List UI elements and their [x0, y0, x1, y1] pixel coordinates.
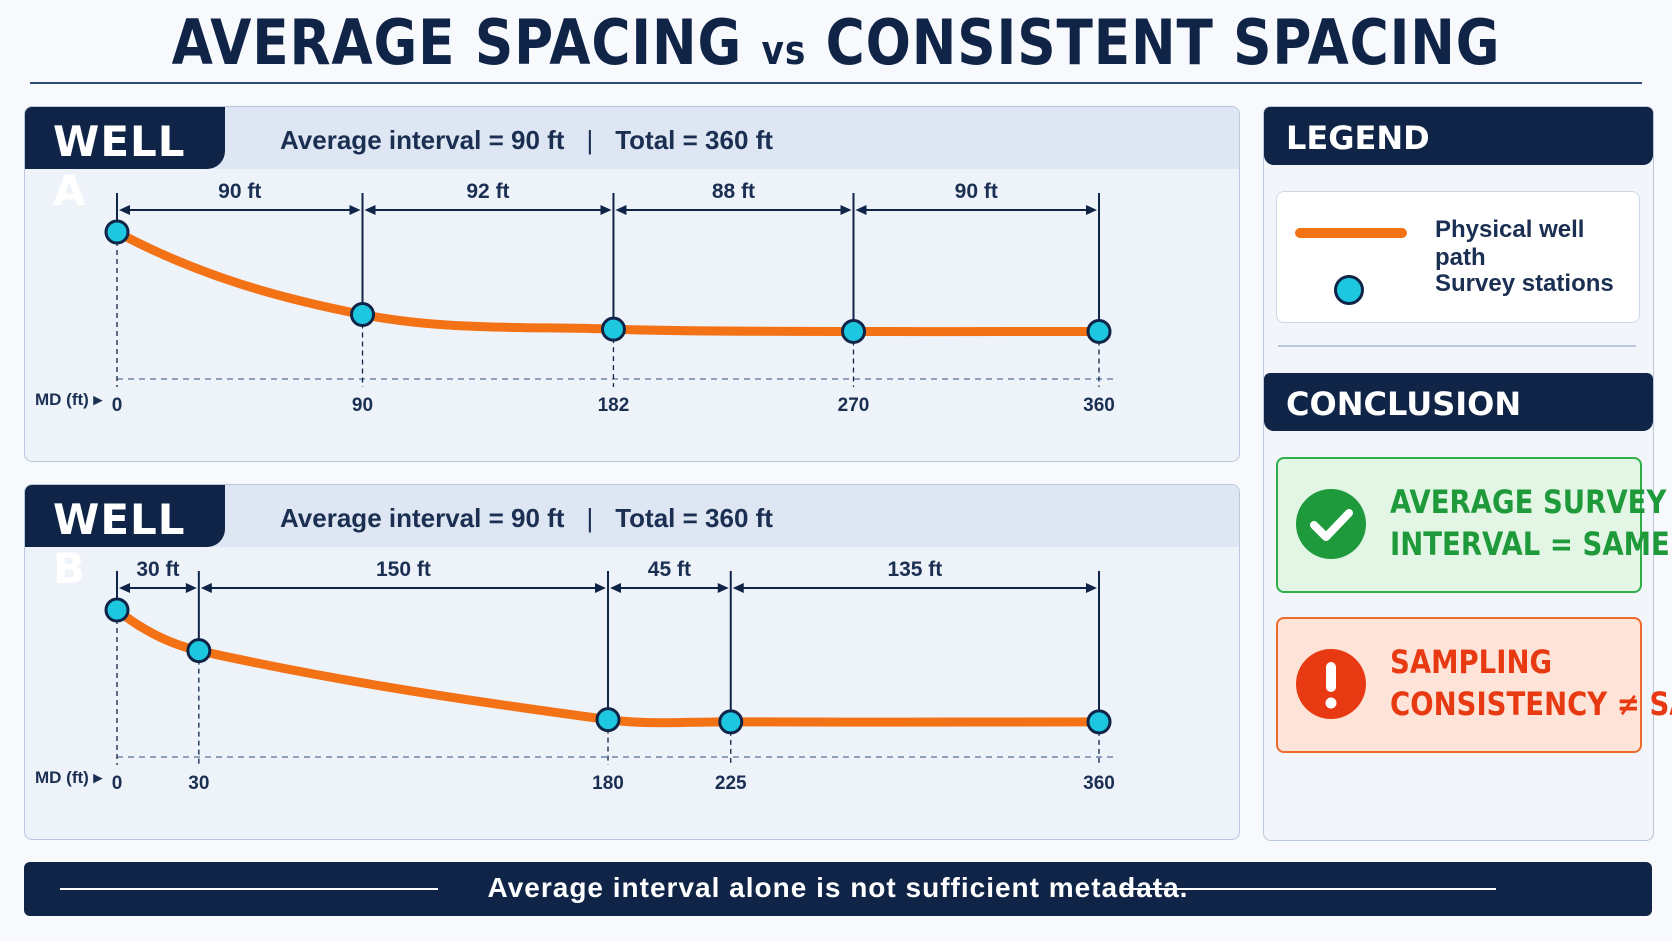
interval-arrowhead-right [600, 205, 612, 215]
well-path-swatch [1295, 228, 1407, 238]
survey-station-marker [600, 316, 626, 342]
md-tick-label: 0 [112, 773, 123, 794]
survey-station-marker [841, 318, 866, 344]
conclusion-same-text: AVERAGE SURVEY INTERVAL = SAME [1390, 481, 1670, 565]
conclusion-different-line1: SAMPLING [1390, 643, 1553, 681]
well-b-tab: WELL B [25, 485, 225, 593]
interval-arrowhead-left [119, 205, 130, 215]
conclusion-same-line2: INTERVAL = SAME [1390, 525, 1670, 563]
well-a-header [25, 107, 1239, 169]
banner-rule-left [60, 888, 438, 890]
interval-label: 90 ft [218, 180, 261, 203]
title-divider [30, 82, 1642, 84]
banner-text: Average interval alone is not sufficient… [487, 872, 1189, 903]
interval-arrowhead-right [349, 205, 361, 215]
survey-station-marker [104, 219, 130, 245]
well-b-name: WELL B [53, 495, 186, 593]
interval-label: 45 ft [648, 558, 691, 581]
well-path [112, 227, 1104, 337]
title-right: CONSISTENT SPACING [825, 6, 1501, 79]
md-tick-label: 360 [1083, 773, 1115, 794]
interval-label: 30 ft [136, 558, 179, 581]
well-a-separator: | [586, 125, 594, 155]
md-tick-label: 0 [112, 395, 123, 416]
interval-arrowhead-left [200, 583, 212, 593]
well-a-tab: WELL A [25, 107, 225, 215]
banner-rule-right [1120, 888, 1496, 890]
interval-arrowhead-left [855, 205, 867, 215]
well-b-diagram: 30 ft 150 ft 45 ft 135 ft 0 30 180 225 360 MD (ft… [35, 558, 1115, 794]
interval-arrowhead-right [1086, 583, 1097, 593]
md-tick-label: 30 [188, 773, 209, 794]
md-tick-label: 90 [352, 395, 373, 416]
well-b-header [25, 485, 1239, 547]
interval-label: 135 ft [887, 558, 942, 581]
conclusion-same-line1: AVERAGE SURVEY [1390, 483, 1667, 521]
page-title: AVERAGE SPACING vs CONSISTENT SPACING [117, 6, 1555, 79]
interval-label: 150 ft [376, 558, 431, 581]
conclusion-different-card: SAMPLING CONSISTENCY ≠ SAME [1276, 617, 1672, 753]
md-tick-label: 225 [715, 773, 747, 794]
well-b-average: Average interval = 90 ft [280, 503, 565, 533]
legend-box: Physical well path Survey stations [1276, 191, 1640, 323]
conclusion-same-card: AVERAGE SURVEY INTERVAL = SAME [1276, 457, 1670, 593]
well-a-total: Total = 360 ft [615, 125, 773, 155]
conclusion-title: CONCLUSION [1286, 385, 1522, 423]
survey-station-marker [595, 707, 621, 733]
legend-title: LEGEND [1286, 119, 1430, 157]
md-tick-label: 270 [838, 395, 870, 416]
survey-station-marker [186, 638, 212, 664]
well-b-summary: Average interval = 90 ft | Total = 360 ft [280, 503, 773, 534]
legend-header: LEGEND [1264, 107, 1653, 165]
well-b-panel: WELL B Average interval = 90 ft | Total = … [24, 484, 1240, 840]
interval-arrowhead-right [717, 583, 729, 593]
check-icon [1296, 489, 1366, 559]
conclusion-header: CONCLUSION [1264, 373, 1653, 431]
md-axis-label: MD (ft) ▸ [35, 768, 104, 787]
well-a-summary: Average interval = 90 ft | Total = 360 ft [280, 125, 773, 156]
well-a-panel: WELL A Average interval = 90 ft | Total = … [24, 106, 1240, 462]
conclusion-different-text: SAMPLING CONSISTENCY ≠ SAME [1390, 641, 1672, 725]
interval-arrowhead-left [615, 205, 627, 215]
interval-arrowhead-right [595, 583, 606, 593]
survey-station-marker [1086, 318, 1112, 344]
title-left: AVERAGE SPACING [171, 6, 743, 79]
title-vs: vs [761, 28, 807, 74]
warning-icon [1296, 649, 1366, 719]
interval-arrowhead-left [732, 583, 744, 593]
survey-station-marker [1086, 709, 1112, 735]
bottom-banner: Average interval alone is not sufficient… [24, 862, 1652, 916]
well-a-name: WELL A [53, 117, 186, 215]
survey-station-marker [350, 301, 375, 327]
well-b-total: Total = 360 ft [615, 503, 773, 533]
survey-station-marker [104, 597, 130, 623]
well-a-diagram: 90 ft 92 ft 88 ft 90 ft 0 90 182 270 360 MD (ft) … [35, 180, 1115, 416]
md-tick-label: 180 [592, 773, 624, 794]
interval-label: 88 ft [712, 180, 755, 203]
interval-arrowhead-right [840, 205, 852, 215]
side-panel: LEGEND Physical well path Survey station… [1263, 106, 1672, 841]
well-b-separator: | [586, 503, 594, 533]
interval-arrowhead-left [119, 583, 130, 593]
well-a-average: Average interval = 90 ft [280, 125, 565, 155]
survey-station-marker [718, 709, 744, 735]
md-tick-label: 182 [598, 395, 630, 416]
md-axis-label: MD (ft) ▸ [35, 390, 104, 409]
interval-label: 92 ft [466, 180, 509, 203]
interval-arrowhead-left [364, 205, 376, 215]
interval-arrowhead-right [185, 583, 197, 593]
legend-path-label: Physical well path [1435, 216, 1585, 271]
md-tick-label: 360 [1083, 395, 1115, 416]
conclusion-different-line2: CONSISTENCY ≠ SAME [1390, 685, 1672, 723]
side-divider [1278, 345, 1636, 347]
survey-station-swatch [1334, 275, 1364, 305]
legend-stations-label: Survey stations [1435, 270, 1614, 297]
interval-arrowhead-right [1086, 205, 1097, 215]
interval-arrowhead-left [610, 583, 621, 593]
interval-label: 90 ft [955, 180, 998, 203]
